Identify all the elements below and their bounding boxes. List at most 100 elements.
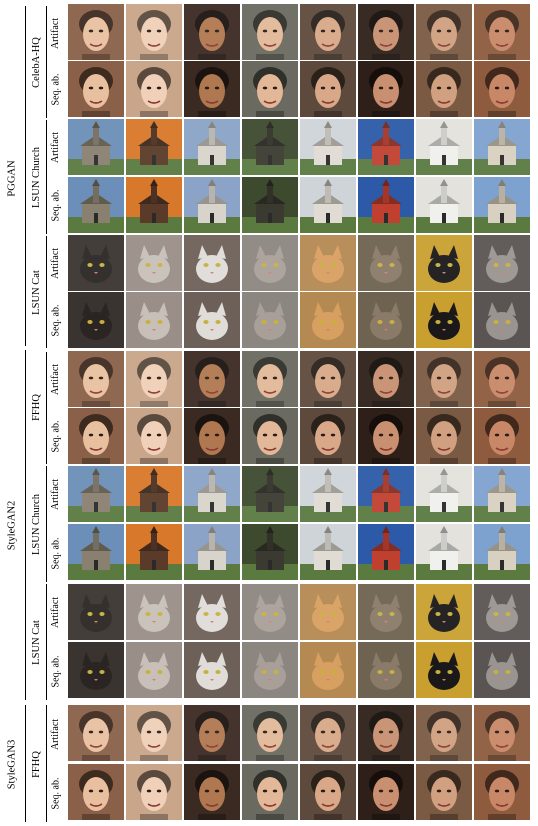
- face-sample-image: [126, 705, 182, 761]
- church-sample-image: [474, 466, 530, 522]
- church-sample-image: [416, 466, 472, 522]
- face-sample-image: [416, 351, 472, 407]
- face-sample-image: [184, 408, 240, 464]
- face-sample-image: [300, 4, 356, 60]
- cat-sample-image: [126, 642, 182, 698]
- face-sample-image: [68, 705, 124, 761]
- model-bracket: [25, 6, 26, 346]
- face-sample-image: [242, 61, 298, 117]
- face-sample-image: [358, 351, 414, 407]
- dataset-label-ffhq: FFHQ: [30, 393, 42, 421]
- face-sample-image: [68, 4, 124, 60]
- face-sample-image: [126, 351, 182, 407]
- cat-sample-image: [126, 584, 182, 640]
- face-sample-image: [126, 4, 182, 60]
- face-sample-image: [184, 764, 240, 820]
- face-sample-image: [242, 4, 298, 60]
- dataset-label-lsun-cat: LSUN Cat: [30, 269, 42, 315]
- dataset-bracket: [46, 705, 47, 822]
- row-label-seq-ab: Seq. ab.: [50, 189, 62, 222]
- face-sample-image: [474, 4, 530, 60]
- dataset-label-lsun-church: LSUN Church: [30, 146, 42, 208]
- face-sample-image: [184, 705, 240, 761]
- church-sample-image: [242, 119, 298, 175]
- face-sample-image: [68, 61, 124, 117]
- cat-sample-image: [68, 642, 124, 698]
- church-sample-image: [416, 177, 472, 233]
- face-sample-image: [416, 61, 472, 117]
- church-sample-image: [184, 524, 240, 580]
- cat-sample-image: [300, 642, 356, 698]
- church-sample-image: [358, 119, 414, 175]
- church-sample-image: [358, 524, 414, 580]
- face-sample-image: [474, 408, 530, 464]
- cat-sample-image: [184, 642, 240, 698]
- face-sample-image: [242, 764, 298, 820]
- cat-sample-image: [68, 292, 124, 348]
- church-sample-image: [300, 524, 356, 580]
- dataset-label-ffhq: FFHQ: [30, 750, 42, 778]
- church-sample-image: [300, 177, 356, 233]
- dataset-bracket: [46, 236, 47, 348]
- model-bracket: [25, 350, 26, 700]
- cat-sample-image: [300, 584, 356, 640]
- church-sample-image: [184, 119, 240, 175]
- row-label-artifact: Artifact: [50, 478, 62, 511]
- cat-sample-image: [474, 235, 530, 291]
- church-sample-image: [358, 466, 414, 522]
- cat-sample-image: [358, 584, 414, 640]
- cat-sample-image: [358, 235, 414, 291]
- church-sample-image: [416, 524, 472, 580]
- cat-sample-image: [300, 292, 356, 348]
- row-label-artifact: Artifact: [50, 247, 62, 280]
- church-sample-image: [300, 119, 356, 175]
- row-label-artifact: Artifact: [50, 718, 62, 750]
- church-sample-image: [68, 466, 124, 522]
- row-label-seq-ab: Seq. ab.: [50, 420, 62, 452]
- church-sample-image: [358, 177, 414, 233]
- face-sample-image: [474, 705, 530, 761]
- church-sample-image: [184, 177, 240, 233]
- cat-sample-image: [126, 235, 182, 291]
- church-sample-image: [68, 119, 124, 175]
- face-sample-image: [126, 764, 182, 820]
- face-sample-image: [358, 705, 414, 761]
- church-sample-image: [300, 466, 356, 522]
- church-sample-image: [416, 119, 472, 175]
- church-sample-image: [68, 524, 124, 580]
- cat-sample-image: [300, 235, 356, 291]
- dataset-bracket: [46, 584, 47, 700]
- face-sample-image: [416, 764, 472, 820]
- face-sample-image: [68, 764, 124, 820]
- cat-sample-image: [474, 642, 530, 698]
- face-sample-image: [300, 705, 356, 761]
- row-label-seq-ab: Seq. ab.: [50, 304, 62, 336]
- face-sample-image: [300, 61, 356, 117]
- row-label-artifact: Artifact: [50, 131, 62, 164]
- cat-sample-image: [416, 235, 472, 291]
- face-sample-image: [358, 61, 414, 117]
- row-label-seq-ab: Seq. ab.: [50, 655, 62, 687]
- face-sample-image: [358, 408, 414, 464]
- face-sample-image: [68, 351, 124, 407]
- church-sample-image: [126, 524, 182, 580]
- face-sample-image: [416, 4, 472, 60]
- row-label-artifact: Artifact: [50, 363, 62, 396]
- cat-sample-image: [184, 292, 240, 348]
- church-sample-image: [474, 119, 530, 175]
- face-sample-image: [300, 764, 356, 820]
- cat-sample-image: [242, 235, 298, 291]
- church-sample-image: [474, 524, 530, 580]
- cat-sample-image: [358, 292, 414, 348]
- row-label-seq-ab: Seq. ab.: [50, 73, 62, 105]
- face-sample-image: [300, 351, 356, 407]
- row-label-artifact: Artifact: [50, 596, 62, 629]
- face-sample-image: [358, 4, 414, 60]
- church-sample-image: [126, 177, 182, 233]
- face-sample-image: [242, 408, 298, 464]
- model-label-pggan: PGGAN: [6, 159, 18, 197]
- dataset-bracket: [46, 352, 47, 464]
- church-sample-image: [242, 177, 298, 233]
- face-sample-image: [358, 764, 414, 820]
- cat-sample-image: [184, 584, 240, 640]
